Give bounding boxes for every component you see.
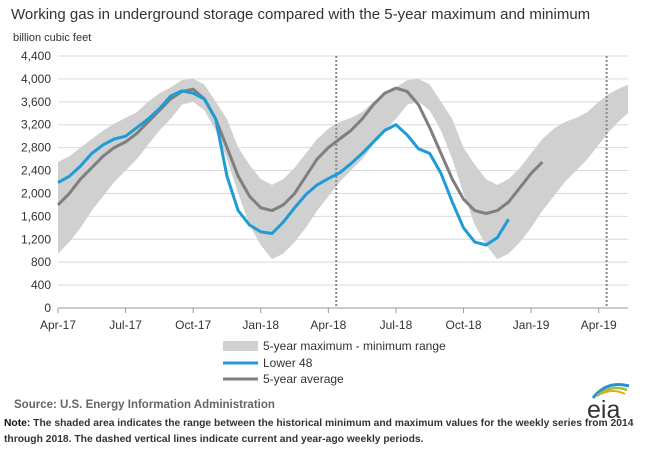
note-label: Note: (4, 418, 31, 429)
y-tick-label: 3,600 (21, 95, 51, 109)
chart-title: Working gas in underground storage compa… (11, 6, 591, 23)
y-tick-label: 2,800 (21, 141, 51, 155)
x-tick-label: Apr-17 (40, 318, 76, 332)
y-tick-label: 4,400 (21, 49, 51, 63)
x-tick-label: Oct-18 (446, 318, 482, 332)
x-tick-label: Jul-17 (109, 318, 142, 332)
note-text: The shaded area indicates the range betw… (4, 418, 634, 445)
y-axis-label: billion cubic feet (13, 32, 92, 44)
five-year-average-line (56, 86, 544, 215)
legend-label: 5-year maximum - minimum range (263, 339, 446, 353)
x-tick-label: Jan-19 (513, 318, 550, 332)
source-text: Source: U.S. Energy Information Administ… (14, 399, 275, 411)
y-tick-label: 3,200 (21, 118, 51, 132)
x-tick-label: Jul-18 (380, 318, 413, 332)
chart-note: Note: The shaded area indicates the rang… (4, 416, 656, 448)
y-tick-label: 4,000 (21, 72, 51, 86)
logo-text: eia (587, 396, 620, 422)
storage-chart: 0 400 800 1,200 1,600 2,000 2,400 2,800 3,200 3,6… (21, 49, 628, 386)
eia-logo: eia (587, 383, 630, 422)
y-tick-label: 800 (31, 255, 51, 269)
y-tick-label: 2,000 (21, 186, 51, 200)
x-tick-label: Apr-19 (581, 318, 617, 332)
legend-label: 5-year average (263, 372, 344, 386)
x-tick-label: Oct-17 (175, 318, 211, 332)
legend-label: Lower 48 (263, 356, 313, 370)
x-tick-label: Jan-18 (242, 318, 279, 332)
y-tick-label: 1,200 (21, 232, 51, 246)
y-tick-label: 400 (31, 278, 51, 292)
y-tick-label: 1,600 (21, 209, 51, 223)
legend-swatch-range (223, 341, 258, 351)
y-tick-label: 0 (44, 301, 51, 315)
lower-48-line (57, 89, 510, 247)
y-tick-label: 2,400 (21, 164, 51, 178)
x-tick-label: Apr-18 (310, 318, 346, 332)
